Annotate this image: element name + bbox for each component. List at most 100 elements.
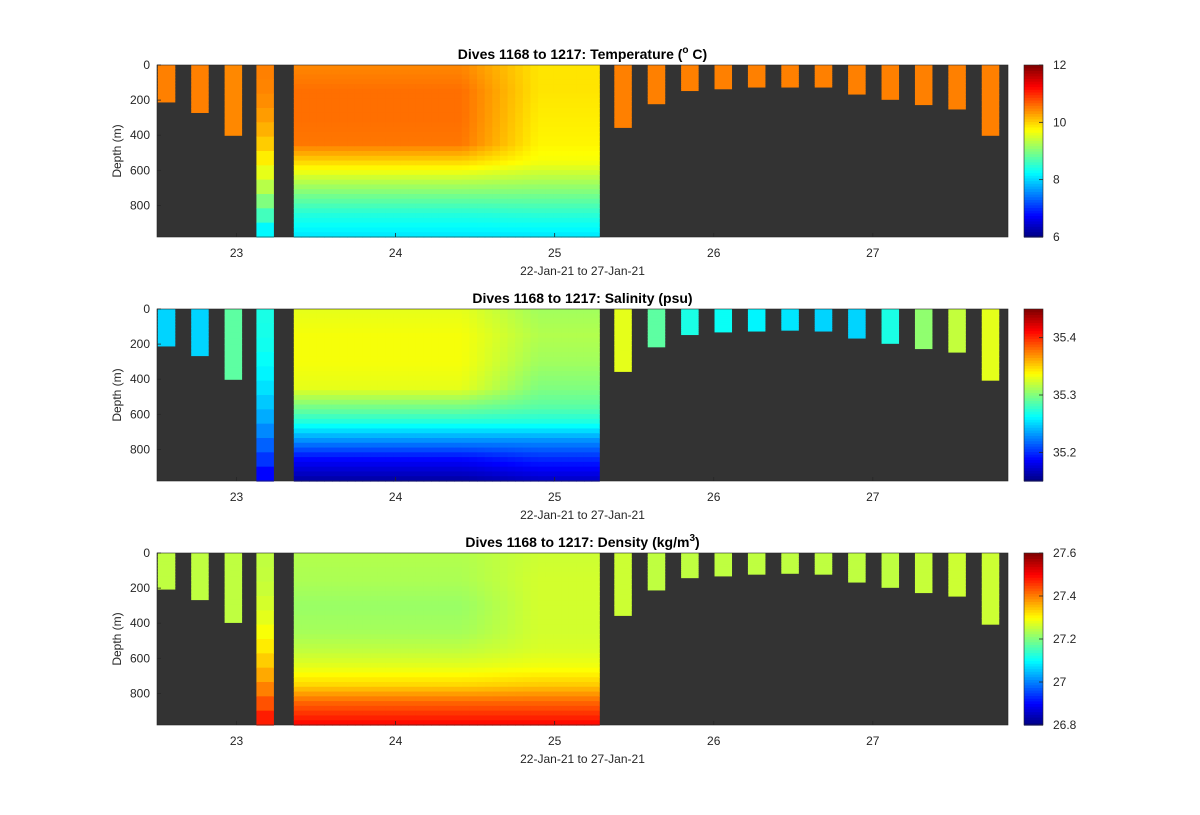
block-cell — [515, 108, 524, 114]
block-cell — [545, 194, 554, 200]
block-cell — [553, 466, 562, 473]
block-cell — [515, 567, 524, 573]
block-cell — [423, 691, 432, 697]
block-cell — [454, 591, 463, 597]
block-cell — [393, 619, 402, 626]
block-cell — [454, 710, 463, 717]
block-cell — [293, 672, 303, 678]
block-cell — [530, 375, 539, 382]
block-cell — [576, 433, 585, 439]
block-cell — [393, 720, 402, 726]
block-cell — [316, 69, 325, 76]
block-cell — [561, 562, 570, 568]
block-cell — [354, 662, 364, 669]
block-cell — [431, 165, 440, 171]
block-cell — [469, 634, 478, 640]
block-cell — [415, 151, 425, 157]
block-cell — [423, 103, 432, 109]
block-cell — [301, 155, 310, 162]
block-cell — [301, 423, 310, 430]
block-cell — [331, 213, 341, 219]
block-cell — [423, 84, 432, 90]
block-cell — [484, 720, 493, 726]
block-cell — [293, 438, 303, 444]
block-cell — [354, 184, 364, 190]
colorbar-swatch — [1024, 167, 1043, 171]
block-cell — [583, 117, 593, 123]
block-cell — [530, 122, 539, 128]
block-cell — [324, 313, 333, 320]
block-cell — [484, 409, 493, 415]
profile-cell — [157, 330, 176, 335]
block-cell — [301, 619, 310, 626]
block-cell — [446, 639, 455, 645]
block-cell — [530, 457, 539, 463]
block-cell — [499, 581, 509, 588]
block-cell — [545, 189, 554, 195]
block-cell — [553, 476, 562, 482]
profile-cell — [881, 555, 900, 560]
block-cell — [545, 562, 554, 568]
block-cell — [446, 471, 455, 477]
block-cell — [576, 375, 585, 382]
colorbar-swatch — [1024, 416, 1043, 420]
block-cell — [522, 567, 532, 573]
block-cell — [347, 232, 356, 238]
block-cell — [530, 208, 539, 214]
block-cell — [446, 151, 455, 157]
block-cell — [293, 232, 303, 238]
block-cell — [469, 117, 478, 123]
block-cell — [507, 395, 516, 401]
dive-profile — [614, 309, 632, 372]
block-cell — [393, 567, 402, 573]
profile-cell — [681, 311, 699, 314]
profile-cell — [614, 355, 632, 362]
block-cell — [561, 466, 570, 473]
block-cell — [377, 361, 387, 367]
profile-cell — [714, 570, 733, 573]
block-cell — [423, 117, 432, 123]
block-cell — [408, 658, 417, 664]
block-cell — [339, 423, 348, 430]
block-cell — [438, 93, 448, 100]
block-cell — [538, 696, 547, 702]
block-cell — [553, 356, 562, 363]
block-cell — [515, 103, 524, 109]
block-cell — [293, 337, 303, 344]
profile-cell — [848, 91, 866, 95]
block-cell — [492, 567, 501, 573]
block-cell — [385, 375, 394, 382]
block-cell — [515, 710, 524, 717]
block-cell — [499, 423, 509, 430]
profile-cell — [781, 83, 799, 86]
block-cell — [293, 619, 303, 626]
dive-profile — [224, 65, 243, 136]
profile-cell — [157, 95, 176, 100]
block-cell — [484, 309, 493, 315]
block-cell — [362, 227, 371, 233]
block-cell — [461, 562, 471, 568]
block-cell — [370, 318, 379, 324]
block-cell — [408, 98, 417, 104]
profile-cell — [681, 65, 699, 68]
block-cell — [538, 395, 547, 401]
block-cell — [431, 423, 440, 430]
colorbar-swatch — [1024, 185, 1043, 190]
block-cell — [583, 174, 593, 181]
block-cell — [515, 452, 524, 458]
x-axis-label: 22-Jan-21 to 27-Jan-21 — [520, 508, 645, 522]
block-cell — [309, 643, 318, 650]
profile-cell — [881, 70, 900, 75]
block-cell — [347, 309, 356, 315]
block-cell — [461, 682, 471, 688]
block-cell — [393, 615, 402, 621]
block-cell — [293, 189, 303, 195]
block-cell — [545, 127, 554, 133]
block-cell — [324, 461, 333, 468]
profile-cell — [848, 567, 866, 571]
block-cell — [293, 605, 303, 611]
block-cell — [561, 591, 570, 597]
block-cell — [454, 347, 463, 353]
block-cell — [415, 189, 425, 195]
block-cell — [354, 146, 364, 152]
